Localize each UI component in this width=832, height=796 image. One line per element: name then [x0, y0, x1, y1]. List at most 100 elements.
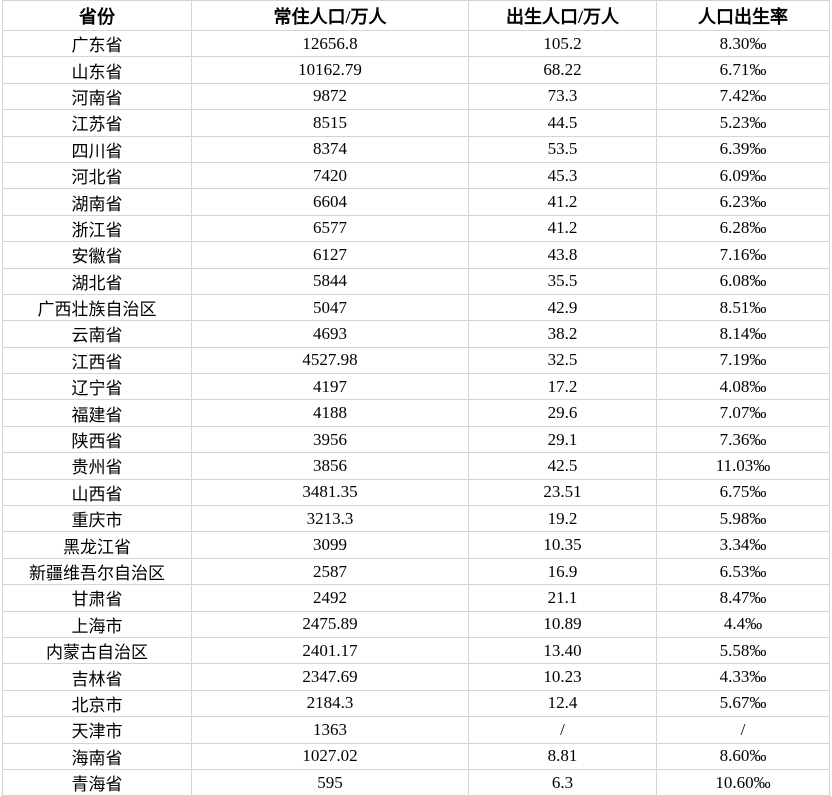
value-cell: 38.2: [468, 320, 657, 348]
value-cell: 3213.3: [191, 505, 469, 533]
value-cell: 6.3: [468, 768, 657, 796]
province-cell: 辽宁省: [2, 373, 192, 401]
table-row: 云南省 4693 38.2 8.14‰: [2, 320, 830, 348]
value-cell: 7.36‰: [656, 425, 830, 454]
table-row: 广东省 12656.8 105.2 8.30‰: [2, 29, 830, 58]
province-cell: 重庆市: [2, 505, 192, 533]
province-cell: 甘肃省: [2, 584, 192, 612]
value-cell: 4.4‰: [656, 610, 830, 638]
value-cell: 53.5: [468, 135, 657, 163]
table-row: 安徽省 6127 43.8 7.16‰: [2, 241, 830, 269]
value-cell: 43.8: [468, 241, 657, 269]
table-row: 湖北省 5844 35.5 6.08‰: [2, 267, 830, 295]
value-cell: 10.89: [468, 610, 657, 638]
column-header-2: 出生人口/万人: [468, 0, 657, 31]
value-cell: 29.6: [468, 399, 657, 427]
province-cell: 广西壮族自治区: [2, 293, 192, 322]
province-cell: 上海市: [2, 610, 192, 638]
value-cell: 6.09‰: [656, 161, 830, 190]
value-cell: 4188: [191, 399, 469, 427]
value-cell: 8.81: [468, 742, 657, 770]
value-cell: 11.03‰: [656, 452, 830, 480]
value-cell: 6.75‰: [656, 478, 830, 507]
value-cell: 4693: [191, 320, 469, 348]
value-cell: 6604: [191, 188, 469, 216]
value-cell: 21.1: [468, 584, 657, 612]
value-cell: 6.28‰: [656, 214, 830, 243]
column-header-1: 常住人口/万人: [191, 0, 469, 31]
value-cell: 4.08‰: [656, 373, 830, 401]
table-row: 河南省 9872 73.3 7.42‰: [2, 82, 830, 111]
value-cell: 2401.17: [191, 636, 469, 665]
value-cell: 19.2: [468, 505, 657, 533]
value-cell: 3481.35: [191, 478, 469, 507]
province-cell: 海南省: [2, 742, 192, 770]
value-cell: 8.60‰: [656, 742, 830, 770]
value-cell: 2475.89: [191, 610, 469, 638]
table-row: 山西省 3481.35 23.51 6.75‰: [2, 478, 830, 507]
province-cell: 河南省: [2, 82, 192, 111]
table-row: 山东省 10162.79 68.22 6.71‰: [2, 56, 830, 84]
value-cell: 10.35: [468, 531, 657, 559]
value-cell: 2587: [191, 557, 469, 586]
value-cell: 29.1: [468, 425, 657, 454]
value-cell: 8515: [191, 109, 469, 137]
province-cell: 福建省: [2, 399, 192, 427]
value-cell: 6.71‰: [656, 56, 830, 84]
column-header-0: 省份: [2, 0, 192, 31]
value-cell: /: [468, 716, 657, 744]
table-row: 青海省 595 6.3 10.60‰: [2, 768, 830, 796]
value-cell: 7420: [191, 161, 469, 190]
province-cell: 湖北省: [2, 267, 192, 295]
table-row: 黑龙江省 3099 10.35 3.34‰: [2, 531, 830, 559]
value-cell: 7.42‰: [656, 82, 830, 111]
table-row: 浙江省 6577 41.2 6.28‰: [2, 214, 830, 243]
table-row: 内蒙古自治区 2401.17 13.40 5.58‰: [2, 636, 830, 665]
value-cell: 5.23‰: [656, 109, 830, 137]
table-row: 上海市 2475.89 10.89 4.4‰: [2, 610, 830, 638]
table-row: 江苏省 8515 44.5 5.23‰: [2, 109, 830, 137]
value-cell: 5844: [191, 267, 469, 295]
table-row: 江西省 4527.98 32.5 7.19‰: [2, 346, 830, 375]
value-cell: 3856: [191, 452, 469, 480]
value-cell: 23.51: [468, 478, 657, 507]
value-cell: 68.22: [468, 56, 657, 84]
table-row: 河北省 7420 45.3 6.09‰: [2, 161, 830, 190]
value-cell: 8.14‰: [656, 320, 830, 348]
value-cell: 10.23: [468, 663, 657, 691]
value-cell: 4197: [191, 373, 469, 401]
table-row: 陕西省 3956 29.1 7.36‰: [2, 425, 830, 454]
table-row: 四川省 8374 53.5 6.39‰: [2, 135, 830, 163]
value-cell: 6.53‰: [656, 557, 830, 586]
table-row: 北京市 2184.3 12.4 5.67‰: [2, 689, 830, 718]
province-cell: 河北省: [2, 161, 192, 190]
value-cell: 8.47‰: [656, 584, 830, 612]
value-cell: 2492: [191, 584, 469, 612]
table-header-row: 省份 常住人口/万人 出生人口/万人 人口出生率: [2, 0, 830, 31]
table-row: 海南省 1027.02 8.81 8.60‰: [2, 742, 830, 770]
value-cell: 41.2: [468, 188, 657, 216]
value-cell: 12.4: [468, 689, 657, 718]
value-cell: 2184.3: [191, 689, 469, 718]
province-cell: 广东省: [2, 29, 192, 58]
value-cell: 8.30‰: [656, 29, 830, 58]
value-cell: 5.98‰: [656, 505, 830, 533]
value-cell: 6127: [191, 241, 469, 269]
province-cell: 安徽省: [2, 241, 192, 269]
value-cell: 10162.79: [191, 56, 469, 84]
value-cell: 6577: [191, 214, 469, 243]
value-cell: 8.51‰: [656, 293, 830, 322]
province-cell: 吉林省: [2, 663, 192, 691]
table-row: 新疆维吾尔自治区 2587 16.9 6.53‰: [2, 557, 830, 586]
table-row: 甘肃省 2492 21.1 8.47‰: [2, 584, 830, 612]
value-cell: 3099: [191, 531, 469, 559]
province-cell: 四川省: [2, 135, 192, 163]
table-row: 福建省 4188 29.6 7.07‰: [2, 399, 830, 427]
value-cell: 595: [191, 768, 469, 796]
province-cell: 贵州省: [2, 452, 192, 480]
value-cell: 3.34‰: [656, 531, 830, 559]
value-cell: 7.07‰: [656, 399, 830, 427]
province-cell: 江苏省: [2, 109, 192, 137]
value-cell: 45.3: [468, 161, 657, 190]
table-body: 广东省 12656.8 105.2 8.30‰ 山东省 10162.79 68.22 6.71…: [2, 29, 830, 796]
